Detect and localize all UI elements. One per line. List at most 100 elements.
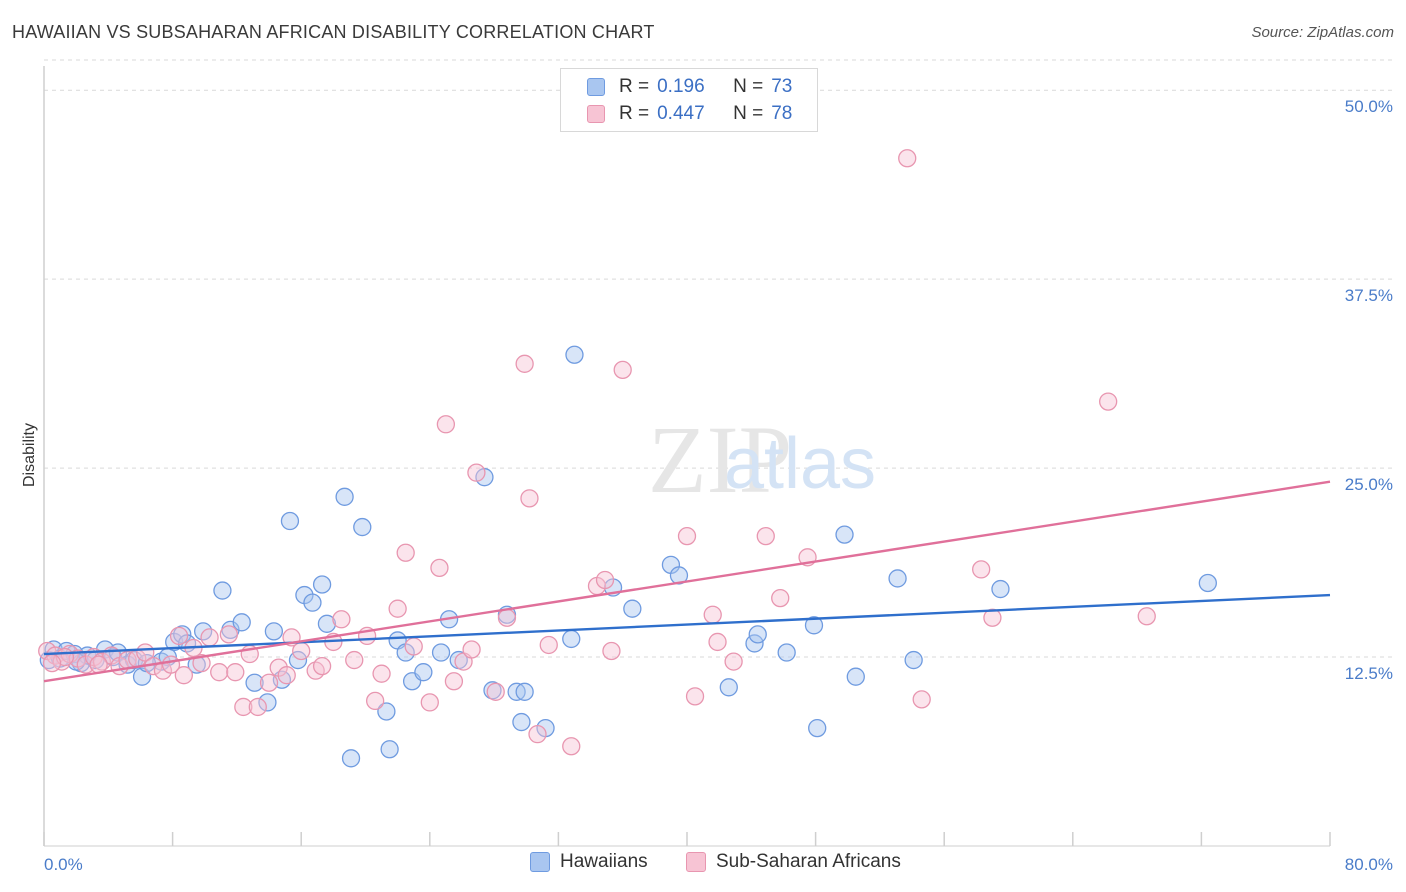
data-point bbox=[213, 581, 232, 600]
grid-lines bbox=[44, 59, 1394, 658]
data-point bbox=[174, 666, 194, 685]
data-point bbox=[972, 560, 991, 579]
data-point bbox=[444, 672, 464, 691]
data-point bbox=[623, 599, 642, 618]
data-point bbox=[280, 511, 300, 531]
y-axis-title: Disability bbox=[21, 423, 38, 487]
data-point bbox=[200, 628, 219, 647]
watermark-zip: ZIP bbox=[648, 406, 792, 513]
data-point bbox=[277, 666, 296, 685]
data-point bbox=[685, 687, 705, 706]
legend-r-value: 0.447 bbox=[657, 103, 705, 124]
data-point bbox=[1099, 392, 1118, 411]
data-point bbox=[520, 489, 539, 508]
legend-r-value: 0.196 bbox=[657, 76, 705, 97]
data-point bbox=[898, 149, 917, 168]
data-point bbox=[258, 693, 277, 712]
data-point bbox=[724, 652, 743, 671]
data-point bbox=[414, 663, 433, 682]
data-point bbox=[708, 632, 727, 652]
data-point bbox=[562, 629, 581, 649]
data-point bbox=[420, 693, 439, 712]
data-point bbox=[248, 697, 267, 717]
source-label: Source: ZipAtlas.com bbox=[1251, 24, 1394, 41]
data-point bbox=[89, 655, 108, 674]
legend-n-label: N = bbox=[733, 76, 764, 97]
correlation-legend: R = 0.196 N = 73 R = 0.447 N = 78 bbox=[560, 68, 818, 132]
series-label-hawaiians: Hawaiians bbox=[560, 851, 648, 872]
data-point bbox=[1198, 573, 1217, 593]
data-point bbox=[192, 653, 211, 673]
trend-line-hawaiians bbox=[43, 593, 1331, 656]
data-point bbox=[486, 682, 505, 701]
data-point bbox=[983, 608, 1002, 627]
data-point bbox=[232, 613, 251, 632]
data-point bbox=[210, 663, 229, 682]
data-point bbox=[528, 724, 547, 744]
data-point bbox=[259, 673, 279, 692]
data-point bbox=[377, 702, 396, 721]
data-point bbox=[345, 650, 364, 670]
data-point bbox=[756, 526, 775, 546]
trend-lines bbox=[43, 480, 1331, 683]
data-point bbox=[436, 415, 456, 434]
data-point bbox=[613, 360, 632, 380]
legend-swatch-sub-saharan bbox=[587, 105, 605, 123]
data-point bbox=[365, 691, 385, 711]
data-point bbox=[771, 588, 790, 608]
data-point bbox=[404, 637, 423, 656]
chart-title: HAWAIIAN VS SUBSAHARAN AFRICAN DISABILIT… bbox=[12, 22, 655, 42]
data-point bbox=[846, 667, 865, 686]
y-tick-label: 12.5% bbox=[1345, 664, 1393, 683]
data-point bbox=[169, 626, 189, 646]
legend-n-label: N = bbox=[733, 103, 764, 124]
data-point bbox=[703, 605, 722, 624]
data-point bbox=[264, 622, 284, 641]
data-point bbox=[292, 641, 311, 661]
y-tick-label: 25.0% bbox=[1345, 475, 1393, 494]
data-point bbox=[912, 690, 931, 709]
series-hawaiians bbox=[39, 345, 1217, 768]
data-point bbox=[748, 625, 767, 644]
watermark-atlas: atlas bbox=[724, 424, 876, 504]
series-legend: Hawaiians Sub-Saharan Africans bbox=[0, 851, 1406, 877]
data-point bbox=[497, 608, 517, 627]
data-point bbox=[991, 579, 1010, 599]
data-point bbox=[317, 614, 337, 633]
data-point bbox=[380, 740, 399, 759]
data-point bbox=[835, 525, 854, 544]
legend-row-hawaiians: R = 0.196 N = 73 bbox=[587, 75, 792, 99]
series-swatch-hawaiians bbox=[530, 852, 550, 872]
legend-n-value: 78 bbox=[771, 103, 793, 124]
data-point bbox=[335, 487, 354, 506]
series-swatch-sub-saharan bbox=[686, 852, 706, 872]
data-point bbox=[341, 749, 361, 768]
data-point bbox=[312, 575, 332, 594]
legend-row-sub-saharan: R = 0.447 N = 78 bbox=[587, 102, 792, 126]
data-point bbox=[92, 652, 112, 671]
data-point bbox=[677, 526, 697, 546]
data-point bbox=[515, 682, 534, 701]
data-point bbox=[332, 610, 351, 629]
data-point bbox=[396, 543, 415, 562]
series-sub-saharan bbox=[38, 149, 1156, 756]
data-point bbox=[388, 599, 407, 618]
data-point bbox=[219, 625, 239, 644]
series-legend-hawaiians: Hawaiians bbox=[530, 851, 648, 873]
data-point bbox=[595, 570, 615, 590]
x-tick-label: 80.0% bbox=[1345, 855, 1393, 874]
y-tick-label: 37.5% bbox=[1345, 286, 1393, 305]
data-point bbox=[303, 593, 322, 612]
data-point bbox=[512, 712, 531, 732]
legend-r-label: R = bbox=[619, 76, 650, 97]
data-point bbox=[804, 616, 824, 635]
data-point bbox=[431, 643, 451, 662]
data-point bbox=[462, 640, 481, 659]
trend-line-sub-saharan bbox=[43, 480, 1331, 683]
data-point bbox=[539, 635, 558, 655]
data-point bbox=[226, 663, 245, 682]
legend-r-label: R = bbox=[619, 103, 650, 124]
data-point bbox=[602, 641, 621, 661]
data-point bbox=[312, 656, 332, 676]
